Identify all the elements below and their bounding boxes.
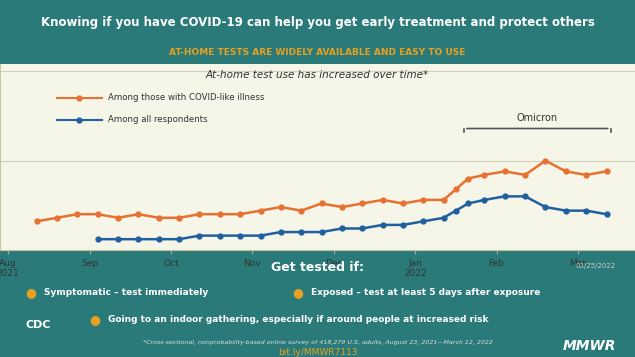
Text: Get tested if:: Get tested if: <box>271 261 364 273</box>
Text: bit.ly/MMWR7113: bit.ly/MMWR7113 <box>277 348 358 357</box>
Text: ●: ● <box>25 286 36 299</box>
Text: 03/25/2022: 03/25/2022 <box>576 263 616 269</box>
Text: Knowing if you have COVID-19 can help you get early treatment and protect others: Knowing if you have COVID-19 can help yo… <box>41 16 594 29</box>
Text: Going to an indoor gathering, especially if around people at increased risk: Going to an indoor gathering, especially… <box>108 315 488 324</box>
Text: CDC: CDC <box>25 320 51 330</box>
Text: ●: ● <box>89 313 100 326</box>
Text: Among those with COVID-like illness: Among those with COVID-like illness <box>108 93 264 102</box>
Text: At-home test use has increased over time*: At-home test use has increased over time… <box>206 70 429 80</box>
Text: Symptomatic – test immediately: Symptomatic – test immediately <box>44 288 209 297</box>
Text: Omicron: Omicron <box>517 113 558 123</box>
Text: MMWR: MMWR <box>563 339 616 353</box>
Text: Among all respondents: Among all respondents <box>108 115 208 125</box>
Text: AT-HOME TESTS ARE WIDELY AVAILABLE AND EASY TO USE: AT-HOME TESTS ARE WIDELY AVAILABLE AND E… <box>170 48 465 57</box>
Text: ●: ● <box>292 286 303 299</box>
Text: *Cross-sectional, nonprobability-based online survey of 418,279 U.S. adults, Aug: *Cross-sectional, nonprobability-based o… <box>143 340 492 345</box>
Text: Exposed – test at least 5 days after exposure: Exposed – test at least 5 days after exp… <box>311 288 540 297</box>
